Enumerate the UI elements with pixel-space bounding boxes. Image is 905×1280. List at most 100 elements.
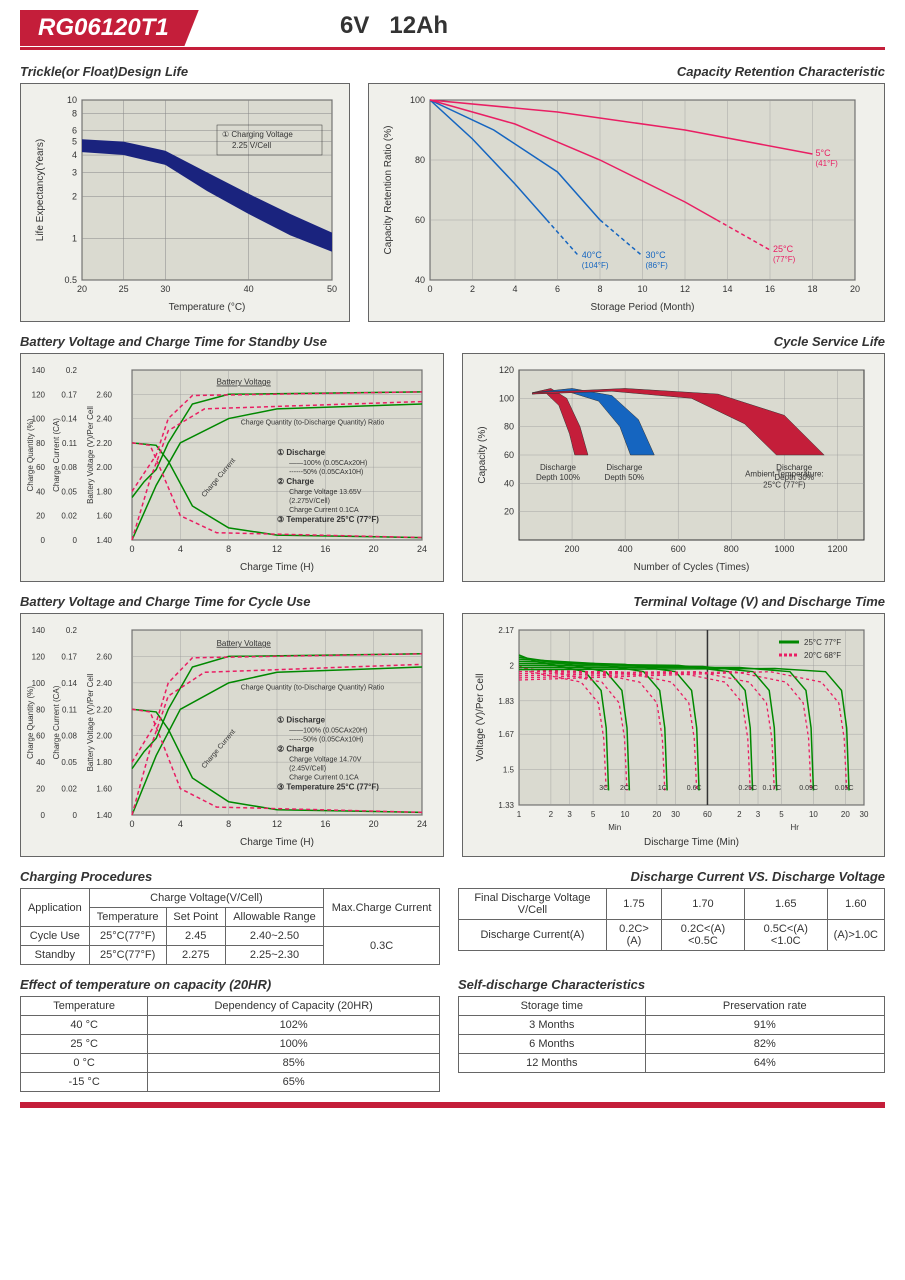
svg-text:25°C: 25°C bbox=[773, 244, 794, 254]
th-cv: Charge Voltage(V/Cell) bbox=[89, 889, 323, 908]
svg-text:2.60: 2.60 bbox=[96, 390, 112, 399]
svg-text:2.00: 2.00 bbox=[96, 463, 112, 472]
temp-table: Temperature Dependency of Capacity (20HR… bbox=[20, 996, 440, 1092]
row-2: Battery Voltage and Charge Time for Stan… bbox=[20, 328, 885, 582]
svg-text:Charge Voltage 14.70V: Charge Voltage 14.70V bbox=[289, 757, 362, 764]
svg-text:6: 6 bbox=[555, 284, 560, 294]
svg-text:8: 8 bbox=[597, 284, 602, 294]
svg-text:12: 12 bbox=[680, 284, 690, 294]
svg-text:0.05: 0.05 bbox=[61, 487, 77, 496]
svg-text:1.33: 1.33 bbox=[498, 801, 514, 810]
ct-r1-range: 2.25~2.30 bbox=[225, 946, 323, 965]
svg-text:(2.275V/Cell): (2.275V/Cell) bbox=[289, 498, 330, 505]
svg-text:——100% (0.05CAx20H): ——100% (0.05CAx20H) bbox=[289, 460, 367, 467]
retention-chart: 0246810121416182040608010040°C(104°F)30°… bbox=[368, 83, 885, 322]
ct-r0-range: 2.40~2.50 bbox=[225, 927, 323, 946]
svg-text:0.05: 0.05 bbox=[61, 758, 77, 767]
tt-r3v: 65% bbox=[148, 1073, 440, 1092]
svg-text:1.5: 1.5 bbox=[502, 766, 514, 775]
dt-c2: 1.65 bbox=[744, 889, 827, 920]
tt-r2v: 85% bbox=[148, 1054, 440, 1073]
tt-h1: Temperature bbox=[21, 997, 148, 1016]
svg-text:0.05C: 0.05C bbox=[834, 785, 853, 792]
svg-text:2.40: 2.40 bbox=[96, 679, 112, 688]
cycleuse-title: Battery Voltage and Charge Time for Cycl… bbox=[20, 594, 444, 609]
svg-text:0.6C: 0.6C bbox=[686, 785, 701, 792]
svg-text:0.08: 0.08 bbox=[61, 463, 77, 472]
svg-text:30: 30 bbox=[859, 810, 868, 819]
svg-text:100: 100 bbox=[410, 95, 425, 105]
svg-text:120: 120 bbox=[32, 652, 46, 661]
svg-text:6: 6 bbox=[72, 126, 77, 136]
svg-text:1: 1 bbox=[516, 810, 521, 819]
svg-text:100: 100 bbox=[498, 393, 513, 403]
svg-text:0.17: 0.17 bbox=[61, 390, 77, 399]
svg-text:1.40: 1.40 bbox=[96, 536, 112, 545]
dt-c1: 1.70 bbox=[662, 889, 745, 920]
svg-text:1200: 1200 bbox=[827, 544, 847, 554]
svg-text:0.02: 0.02 bbox=[61, 512, 77, 521]
footer-bar bbox=[20, 1102, 885, 1108]
svg-text:20: 20 bbox=[77, 284, 87, 294]
sd-r2v: 64% bbox=[645, 1054, 884, 1073]
svg-text:2.25 V/Cell: 2.25 V/Cell bbox=[232, 141, 271, 150]
charging-table: Application Charge Voltage(V/Cell) Max.C… bbox=[20, 888, 440, 965]
svg-text:5°C: 5°C bbox=[816, 148, 832, 158]
svg-text:3C: 3C bbox=[599, 785, 608, 792]
svg-text:12: 12 bbox=[272, 819, 282, 829]
svg-text:3: 3 bbox=[755, 810, 760, 819]
svg-text:8: 8 bbox=[226, 819, 231, 829]
svg-text:0: 0 bbox=[129, 819, 134, 829]
svg-text:0.02: 0.02 bbox=[61, 785, 77, 794]
svg-text:2C: 2C bbox=[620, 785, 629, 792]
ct-r1-temp: 25°C(77°F) bbox=[89, 946, 166, 965]
svg-text:5: 5 bbox=[779, 810, 784, 819]
svg-text:1.60: 1.60 bbox=[96, 785, 112, 794]
svg-text:60: 60 bbox=[415, 215, 425, 225]
svg-text:8: 8 bbox=[72, 108, 77, 118]
svg-text:0.11: 0.11 bbox=[62, 439, 78, 448]
cyclelife-chart: 2004006008001000120020406080100120Discha… bbox=[462, 353, 886, 582]
svg-text:50: 50 bbox=[327, 284, 337, 294]
svg-text:120: 120 bbox=[498, 365, 513, 375]
svg-text:80: 80 bbox=[415, 155, 425, 165]
terminal-chart: 1.331.51.671.8322.1712351020306023510203… bbox=[462, 613, 886, 857]
discharge-title: Discharge Current VS. Discharge Voltage bbox=[458, 869, 885, 884]
row-5: Effect of temperature on capacity (20HR)… bbox=[20, 971, 885, 1092]
svg-text:1.80: 1.80 bbox=[96, 487, 112, 496]
svg-text:5: 5 bbox=[590, 810, 595, 819]
svg-text:1: 1 bbox=[72, 233, 77, 243]
svg-text:14: 14 bbox=[722, 284, 732, 294]
discharge-table: Final Discharge Voltage V/Cell 1.75 1.70… bbox=[458, 888, 885, 951]
svg-text:Charge Time (H): Charge Time (H) bbox=[240, 837, 314, 848]
sd-h2: Preservation rate bbox=[645, 997, 884, 1016]
svg-text:2: 2 bbox=[548, 810, 553, 819]
svg-text:10: 10 bbox=[620, 810, 629, 819]
svg-text:③ Temperature 25°C (77°F): ③ Temperature 25°C (77°F) bbox=[277, 783, 379, 792]
svg-text:0.17C: 0.17C bbox=[762, 785, 781, 792]
page-header: RG06120T1 6V 12Ah bbox=[20, 10, 885, 50]
sd-title: Self-discharge Characteristics bbox=[458, 977, 885, 992]
sd-r2t: 12 Months bbox=[459, 1054, 646, 1073]
sd-table: Storage time Preservation rate 3 Months9… bbox=[458, 996, 885, 1073]
svg-text:Charge Quantity (%): Charge Quantity (%) bbox=[27, 686, 35, 759]
svg-text:0.17: 0.17 bbox=[61, 652, 77, 661]
svg-text:② Charge: ② Charge bbox=[277, 745, 315, 754]
svg-text:1.83: 1.83 bbox=[498, 697, 514, 706]
svg-text:20: 20 bbox=[652, 810, 661, 819]
svg-text:0: 0 bbox=[41, 811, 46, 820]
tt-r2t: 0 °C bbox=[21, 1054, 148, 1073]
spec-voltage: 6V bbox=[340, 12, 369, 39]
svg-text:600: 600 bbox=[670, 544, 685, 554]
temp-title: Effect of temperature on capacity (20HR) bbox=[20, 977, 440, 992]
svg-text:Battery Voltage: Battery Voltage bbox=[217, 639, 272, 648]
svg-text:1C: 1C bbox=[657, 785, 666, 792]
spec-capacity: 12Ah bbox=[389, 12, 448, 39]
svg-text:16: 16 bbox=[320, 819, 330, 829]
svg-text:Hr: Hr bbox=[790, 823, 799, 832]
th-sp: Set Point bbox=[166, 908, 225, 927]
svg-text:1.60: 1.60 bbox=[96, 512, 112, 521]
svg-text:Charge Quantity (to-Discharge: Charge Quantity (to-Discharge Quantity) … bbox=[241, 420, 385, 427]
svg-text:Capacity (%): Capacity (%) bbox=[477, 426, 488, 483]
svg-text:Number of Cycles (Times): Number of Cycles (Times) bbox=[633, 562, 749, 573]
